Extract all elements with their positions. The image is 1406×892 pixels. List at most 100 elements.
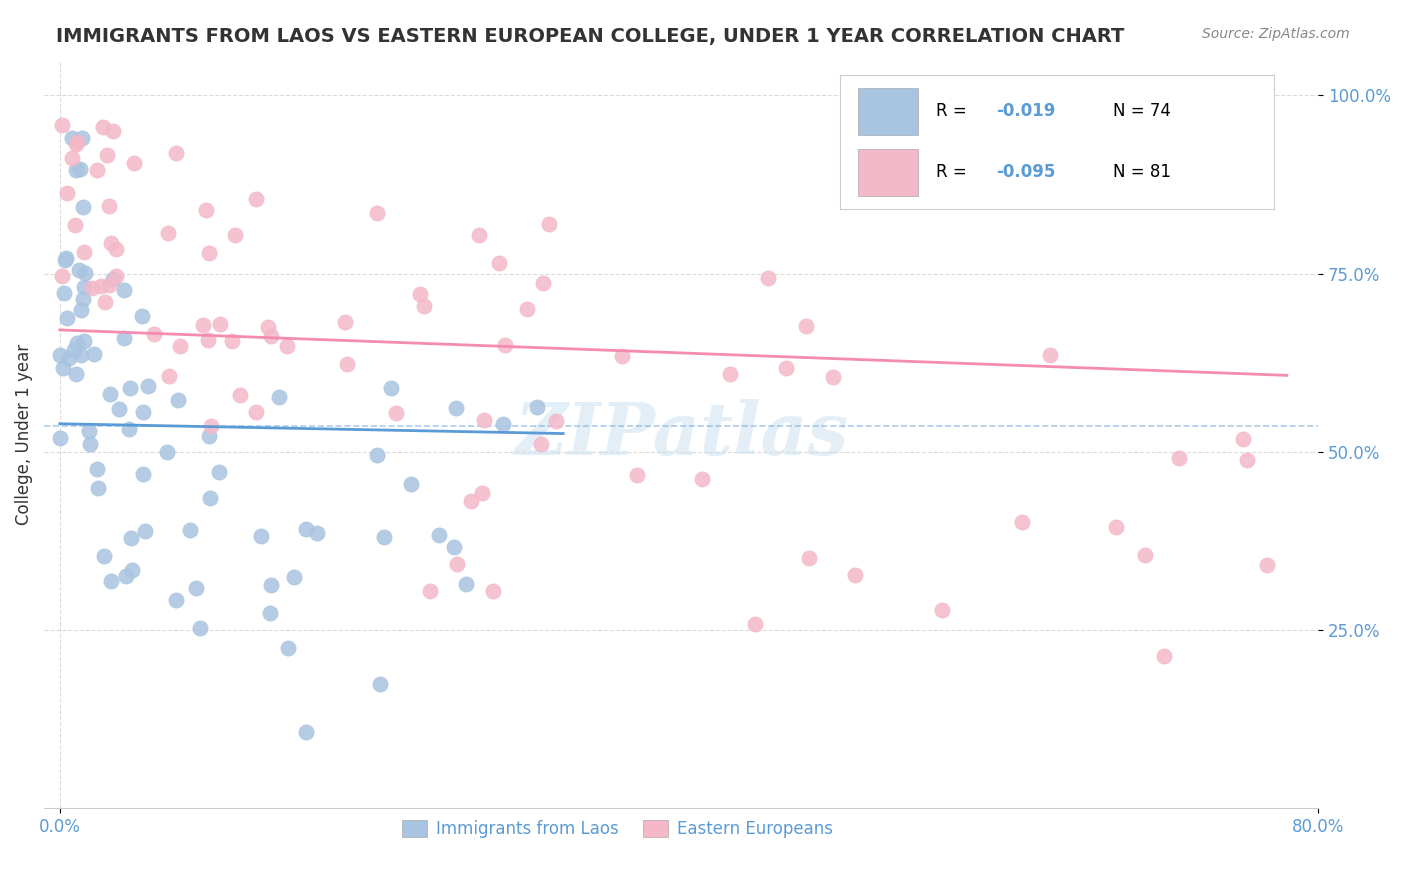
Point (53, 252, 76, 267)
Point (224, 228, 246, 243)
Point (427, 528, 450, 542)
Point (794, 318, 817, 333)
Point (56, 310, 79, 325)
Point (83, 347, 105, 361)
Point (105, 243, 128, 257)
Point (413, 299, 436, 313)
Point (124, 156, 146, 170)
Point (419, 584, 441, 599)
Point (142, 326, 165, 341)
Point (103, 124, 125, 138)
Point (51, 269, 73, 284)
Point (444, 401, 467, 416)
Point (60, 131, 83, 145)
Point (107, 402, 129, 417)
Point (610, 349, 633, 363)
Point (221, 334, 243, 348)
Point (96, 148, 118, 162)
Point (118, 422, 141, 436)
Point (179, 523, 201, 537)
Point (79, 436, 101, 450)
Point (385, 406, 408, 420)
Point (1039, 348, 1062, 362)
Point (1105, 519, 1128, 533)
Point (492, 417, 515, 432)
Point (460, 494, 482, 508)
Point (93, 549, 115, 563)
Point (245, 405, 267, 419)
Point (690, 472, 713, 486)
Point (63, 218, 86, 232)
Text: ZIPatlas: ZIPatlas (515, 399, 848, 469)
Point (156, 445, 179, 459)
Point (72, 293, 94, 307)
Point (51, 118, 73, 132)
Point (65, 367, 87, 381)
Point (55, 251, 77, 265)
Point (72, 130, 94, 145)
Point (931, 603, 953, 617)
Point (245, 192, 267, 206)
Point (775, 360, 797, 375)
Point (97, 199, 120, 213)
Point (276, 339, 298, 353)
Point (98, 277, 121, 292)
Point (208, 317, 231, 331)
Point (134, 524, 156, 538)
Point (526, 400, 548, 414)
Point (208, 466, 231, 480)
Point (744, 617, 766, 632)
Point (544, 415, 567, 429)
Point (257, 320, 280, 334)
Point (87, 481, 110, 495)
Point (104, 269, 127, 284)
Point (366, 448, 388, 462)
Point (66, 335, 89, 350)
Point (72, 200, 94, 214)
Point (472, 413, 495, 427)
Point (295, 522, 318, 536)
Point (333, 315, 356, 329)
Point (494, 338, 516, 352)
Point (482, 583, 505, 598)
Point (56, 186, 79, 201)
Point (112, 331, 135, 345)
Point (197, 333, 219, 347)
Point (1153, 648, 1175, 663)
Point (157, 368, 180, 383)
Point (446, 558, 468, 572)
Point (373, 530, 395, 544)
Point (269, 391, 291, 405)
Point (1168, 451, 1191, 466)
Point (229, 388, 252, 402)
Point (73, 334, 96, 348)
Point (112, 283, 135, 297)
Legend: Immigrants from Laos, Eastern Europeans: Immigrants from Laos, Eastern Europeans (395, 814, 839, 845)
Point (132, 467, 155, 481)
Point (86, 462, 108, 476)
Point (75, 266, 97, 280)
Point (250, 528, 273, 542)
Point (1236, 453, 1258, 467)
Y-axis label: College, Under 1 year: College, Under 1 year (15, 343, 32, 524)
Point (295, 724, 318, 739)
Point (488, 256, 510, 270)
Point (530, 437, 553, 451)
Point (157, 226, 180, 240)
Point (121, 563, 143, 577)
Point (98, 386, 121, 401)
Point (516, 302, 538, 317)
Point (797, 550, 820, 565)
Point (1256, 558, 1278, 573)
Point (93, 120, 115, 134)
Point (73, 245, 96, 260)
Point (198, 491, 221, 506)
Point (166, 393, 188, 408)
Point (82, 281, 104, 295)
Point (200, 419, 222, 434)
Point (100, 235, 122, 250)
Point (166, 146, 188, 161)
Point (60, 152, 83, 166)
Point (165, 593, 187, 607)
Point (132, 405, 155, 419)
